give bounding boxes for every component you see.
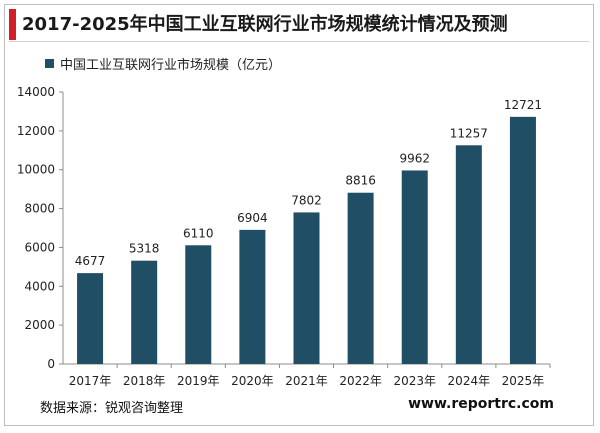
chart-title: 2017-2025年中国工业互联网行业市场规模统计情况及预测 bbox=[22, 14, 508, 35]
y-tick-label: 14000 bbox=[17, 85, 55, 99]
data-label: 8816 bbox=[345, 174, 376, 188]
data-source: 数据来源：锐观咨询整理 bbox=[40, 401, 184, 416]
y-tick-label: 4000 bbox=[24, 279, 55, 293]
x-tick-label: 2024年 bbox=[448, 374, 491, 388]
y-tick-label: 6000 bbox=[24, 240, 55, 254]
data-label: 6110 bbox=[183, 226, 214, 240]
bar bbox=[347, 192, 374, 364]
title-divider bbox=[9, 41, 589, 42]
data-label: 7802 bbox=[291, 193, 322, 207]
chart-legend: 中国工业互联网行业市场规模（亿元） bbox=[45, 54, 281, 73]
bar bbox=[131, 260, 158, 364]
bar bbox=[401, 170, 428, 364]
bar bbox=[293, 212, 320, 364]
bar bbox=[509, 116, 536, 364]
y-tick-label: 10000 bbox=[17, 163, 55, 177]
y-tick-label: 8000 bbox=[24, 202, 55, 216]
y-tick-label: 2000 bbox=[24, 318, 55, 332]
x-tick-label: 2017年 bbox=[69, 374, 112, 388]
bar bbox=[77, 273, 104, 364]
data-label: 12721 bbox=[504, 98, 542, 112]
legend-swatch bbox=[45, 59, 54, 68]
data-label: 6904 bbox=[237, 211, 268, 225]
bar bbox=[455, 145, 482, 364]
x-tick-label: 2020年 bbox=[231, 374, 274, 388]
data-label: 11257 bbox=[450, 126, 488, 140]
data-label: 4677 bbox=[75, 254, 106, 268]
x-tick-label: 2022年 bbox=[339, 374, 382, 388]
title-accent-bar bbox=[9, 9, 16, 40]
legend-label: 中国工业互联网行业市场规模（亿元） bbox=[60, 58, 282, 73]
x-tick-label: 2019年 bbox=[177, 374, 220, 388]
x-tick-label: 2025年 bbox=[502, 374, 545, 388]
y-tick-label: 12000 bbox=[17, 124, 55, 138]
data-label: 9962 bbox=[399, 151, 430, 165]
bar bbox=[185, 245, 212, 364]
x-tick-label: 2023年 bbox=[393, 374, 436, 388]
bar bbox=[239, 229, 266, 364]
x-tick-label: 2018年 bbox=[123, 374, 166, 388]
x-tick-label: 2021年 bbox=[285, 374, 328, 388]
data-label: 5318 bbox=[129, 242, 160, 256]
y-tick-label: 0 bbox=[47, 357, 55, 371]
website-url: www.reportrc.com bbox=[408, 396, 554, 412]
